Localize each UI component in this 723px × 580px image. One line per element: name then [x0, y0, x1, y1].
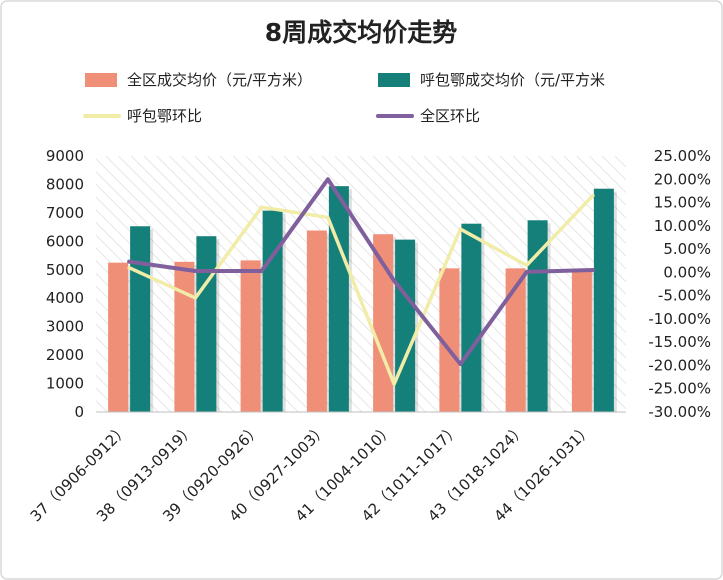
- y-left-tick-label: 0: [74, 403, 84, 421]
- legend-swatch-quanqu-price: [85, 73, 117, 87]
- bar-hubaoe-2: [196, 236, 217, 412]
- y-right-tick-label: 15.00%: [654, 194, 711, 212]
- y-right-tick-label: 25.00%: [654, 147, 711, 165]
- bar-quanqu-8: [571, 268, 592, 412]
- bar-quanqu-1: [108, 262, 129, 412]
- chart-title: 8周成交均价走势: [265, 18, 457, 47]
- bar-hubaoe-1: [130, 226, 151, 412]
- bar-quanqu-6: [439, 268, 460, 412]
- y-right-tick-label: -10.00%: [648, 310, 711, 328]
- bar-hubaoe-6: [461, 223, 482, 412]
- y-right-tick-label: -5.00%: [658, 287, 711, 305]
- legend-label: 呼包鄂成交均价（元/平方米: [420, 71, 605, 89]
- y-right-tick-label: -20.00%: [648, 356, 711, 374]
- legend-swatch-hubaoe-price: [378, 73, 410, 87]
- y-right-tick-label: 5.00%: [663, 240, 711, 258]
- y-right-tick-label: -30.00%: [648, 403, 711, 421]
- line-hubaoe-huanbi: [127, 193, 595, 386]
- legend-label: 全区环比: [420, 107, 480, 125]
- bar-quanqu-2: [174, 261, 195, 412]
- line-quanqu-huanbi: [127, 177, 595, 367]
- y-left-tick-label: 8000: [46, 175, 84, 193]
- line-group: [127, 177, 595, 386]
- y-right-tick-label: -25.00%: [648, 380, 711, 398]
- legend-label: 呼包鄂环比: [127, 107, 202, 125]
- bar-hubaoe-4: [328, 186, 349, 412]
- bar-hubaoe-5: [395, 239, 416, 412]
- legend-label: 全区成交均价（元/平方米）: [127, 71, 312, 89]
- bar-group: [108, 186, 617, 412]
- bar-quanqu-4: [306, 230, 327, 412]
- y-axis-right: -30.00% -25.00% -20.00% -15.00% -10.00% -5.00…: [648, 147, 711, 421]
- bar-quanqu-7: [505, 268, 526, 412]
- bar-hubaoe-8: [593, 188, 614, 412]
- bar-hubaoe-3: [262, 210, 283, 412]
- bar-hubaoe-7: [527, 220, 548, 412]
- y-right-tick-label: 20.00%: [654, 170, 711, 188]
- y-left-tick-label: 5000: [46, 261, 84, 279]
- y-left-tick-label: 1000: [46, 375, 84, 393]
- y-left-tick-label: 7000: [46, 204, 84, 222]
- y-left-tick-label: 6000: [46, 232, 84, 250]
- y-axis-left: 0 1000 2000 3000 4000 5000 6000 7000 8000 9000: [46, 147, 84, 421]
- bar-quanqu-3: [240, 260, 261, 412]
- y-right-tick-label: 0.00%: [663, 263, 711, 281]
- y-left-tick-label: 2000: [46, 346, 84, 364]
- y-left-tick-label: 9000: [46, 147, 84, 165]
- y-right-tick-label: -15.00%: [648, 333, 711, 351]
- y-right-tick-label: 10.00%: [654, 217, 711, 235]
- y-left-tick-label: 4000: [46, 289, 84, 307]
- y-left-tick-label: 3000: [46, 318, 84, 336]
